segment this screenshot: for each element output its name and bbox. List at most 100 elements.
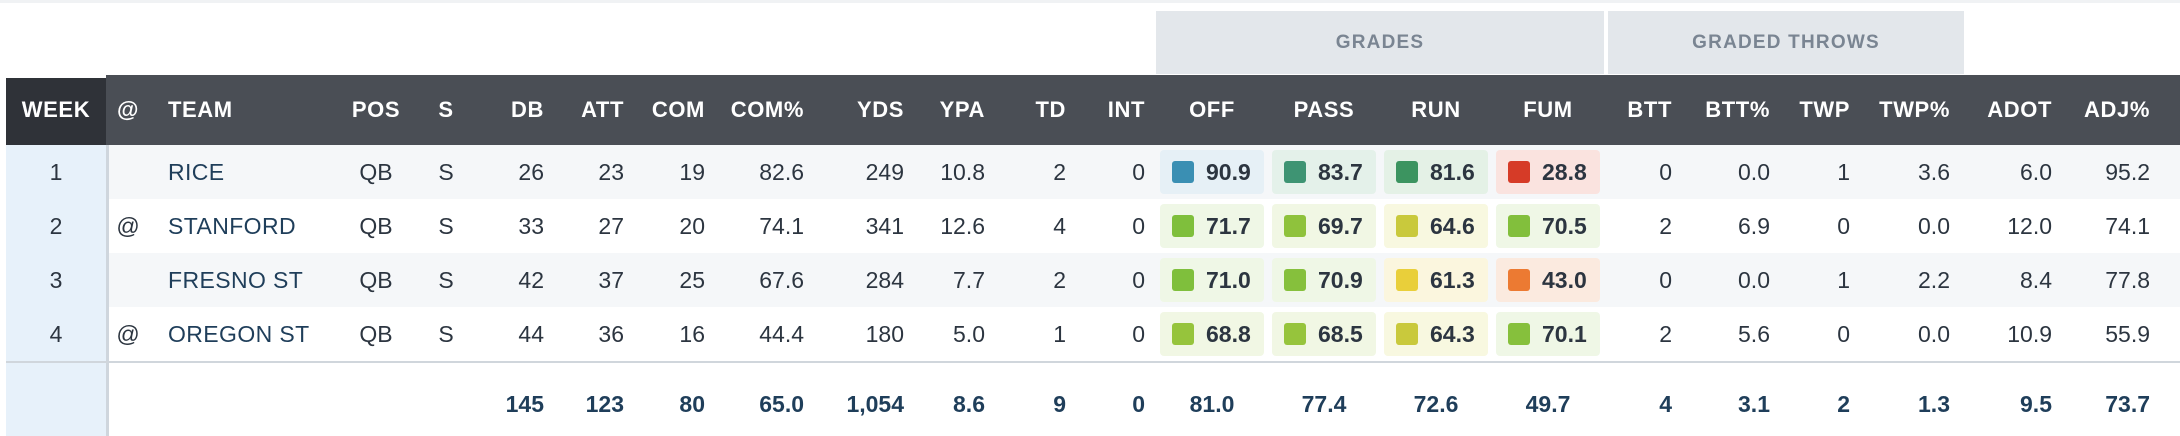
grade-badge-off: 71.7: [1160, 204, 1264, 248]
column-header-int[interactable]: INT: [1107, 97, 1145, 122]
cell-s: S: [438, 320, 454, 347]
grade-value: 70.9: [1318, 266, 1363, 293]
grade-color-swatch: [1508, 269, 1530, 291]
column-header-twp[interactable]: TWP: [1799, 97, 1850, 122]
grade-value: 83.7: [1318, 158, 1363, 185]
table-row[interactable]: [109, 199, 2180, 253]
column-header-run[interactable]: RUN: [1411, 97, 1461, 122]
grade-badge-pass: 69.7: [1272, 204, 1376, 248]
cell-adot: 12.0: [2007, 212, 2052, 239]
grade-value: 61.3: [1430, 266, 1475, 293]
total-btt: 4: [1659, 390, 1672, 417]
week-header-cell: [6, 75, 106, 145]
table-row[interactable]: [109, 307, 2180, 361]
column-header-adj-pct[interactable]: ADJ%: [2084, 97, 2150, 122]
cell-week: 3: [49, 266, 63, 293]
cell-pos: QB: [359, 212, 393, 239]
column-header-at[interactable]: @: [116, 97, 140, 122]
column-header-adot[interactable]: ADOT: [1987, 97, 2052, 122]
grade-badge-fum: 28.8: [1496, 150, 1600, 194]
team-link[interactable]: OREGON ST: [168, 320, 310, 347]
grade-badge-off: 71.0: [1160, 258, 1264, 302]
team-link[interactable]: STANFORD: [168, 212, 296, 239]
cell-adot: 8.4: [2020, 266, 2052, 293]
cell-twp-pct: 3.6: [1918, 158, 1950, 185]
column-header-s[interactable]: S: [438, 97, 454, 122]
column-header-com[interactable]: COM: [651, 97, 705, 122]
group-header-grades: GRADES: [1156, 11, 1604, 74]
cell-com-pct: 67.6: [759, 266, 804, 293]
cell-ypa: 10.8: [940, 158, 985, 185]
cell-twp-pct: 0.0: [1918, 320, 1950, 347]
column-header-btt-pct[interactable]: BTT%: [1705, 97, 1770, 122]
cell-btt-pct: 0.0: [1738, 266, 1770, 293]
column-header-fum[interactable]: FUM: [1523, 97, 1573, 122]
grade-value: 70.5: [1542, 212, 1587, 239]
cell-att: 23: [598, 158, 624, 185]
cell-btt: 2: [1659, 320, 1672, 347]
team-link[interactable]: FRESNO ST: [168, 266, 304, 293]
cell-week: 4: [49, 320, 63, 347]
column-header-off[interactable]: OFF: [1189, 97, 1235, 122]
cell-btt-pct: 6.9: [1738, 212, 1770, 239]
grade-badge-run: 64.3: [1384, 312, 1488, 356]
team-link[interactable]: RICE: [168, 158, 225, 185]
cell-pos: QB: [359, 158, 393, 185]
cell-twp: 1: [1837, 266, 1850, 293]
column-header-team[interactable]: TEAM: [168, 97, 233, 122]
group-header-graded-throws: GRADED THROWS: [1608, 11, 1964, 74]
total-int: 0: [1132, 390, 1145, 417]
cell-btt-pct: 5.6: [1738, 320, 1770, 347]
cell-at: [112, 145, 144, 199]
grade-badge-pass: 83.7: [1272, 150, 1376, 194]
cell-int: 0: [1132, 212, 1145, 239]
table-row[interactable]: [109, 253, 2180, 307]
grade-badge-run: 64.6: [1384, 204, 1488, 248]
column-header-btt[interactable]: BTT: [1627, 97, 1672, 122]
totals-separator: [6, 361, 2180, 363]
column-header-yds[interactable]: YDS: [856, 97, 904, 122]
grade-color-swatch: [1396, 323, 1418, 345]
column-header-pos[interactable]: POS: [351, 97, 401, 122]
cell-adot: 10.9: [2007, 320, 2052, 347]
cell-com-pct: 82.6: [759, 158, 804, 185]
column-header-com-pct[interactable]: COM%: [730, 97, 804, 122]
total-btt-pct: 3.1: [1738, 390, 1770, 417]
grade-color-swatch: [1284, 215, 1306, 237]
cell-db: 42: [518, 266, 544, 293]
cell-at: @: [116, 212, 140, 239]
column-header-td[interactable]: TD: [1035, 97, 1066, 122]
cell-com-pct: 74.1: [759, 212, 804, 239]
column-header-db[interactable]: DB: [511, 97, 544, 122]
cell-at: @: [116, 320, 140, 347]
grade-badge-pass: 68.5: [1272, 312, 1376, 356]
cell-int: 0: [1132, 266, 1145, 293]
column-header-att[interactable]: ATT: [581, 97, 624, 122]
cell-week: 1: [49, 158, 63, 185]
cell-att: 27: [598, 212, 624, 239]
cell-yds: 284: [865, 266, 904, 293]
grade-badge-fum: 70.5: [1496, 204, 1600, 248]
cell-adj-pct: 55.9: [2105, 320, 2150, 347]
cell-com-pct: 44.4: [759, 320, 804, 347]
grade-value: 70.1: [1542, 320, 1587, 347]
grade-color-swatch: [1396, 269, 1418, 291]
cell-yds: 180: [865, 320, 904, 347]
cell-btt-pct: 0.0: [1738, 158, 1770, 185]
table-row[interactable]: [109, 145, 2180, 199]
total-ypa: 8.6: [953, 390, 985, 417]
total-twp-pct: 1.3: [1918, 390, 1950, 417]
grade-value: 81.6: [1430, 158, 1475, 185]
column-header-week[interactable]: WEEK: [21, 97, 91, 122]
column-header-twp-pct[interactable]: TWP%: [1879, 97, 1950, 122]
grade-value: 28.8: [1542, 158, 1587, 185]
cell-com: 16: [679, 320, 705, 347]
cell-adj-pct: 95.2: [2105, 158, 2150, 185]
cell-adj-pct: 74.1: [2105, 212, 2150, 239]
column-header-pass[interactable]: PASS: [1293, 97, 1355, 122]
cell-com: 19: [679, 158, 705, 185]
cell-db: 33: [518, 212, 544, 239]
cell-yds: 341: [865, 212, 904, 239]
column-header-ypa[interactable]: YPA: [939, 97, 985, 122]
grade-color-swatch: [1284, 269, 1306, 291]
